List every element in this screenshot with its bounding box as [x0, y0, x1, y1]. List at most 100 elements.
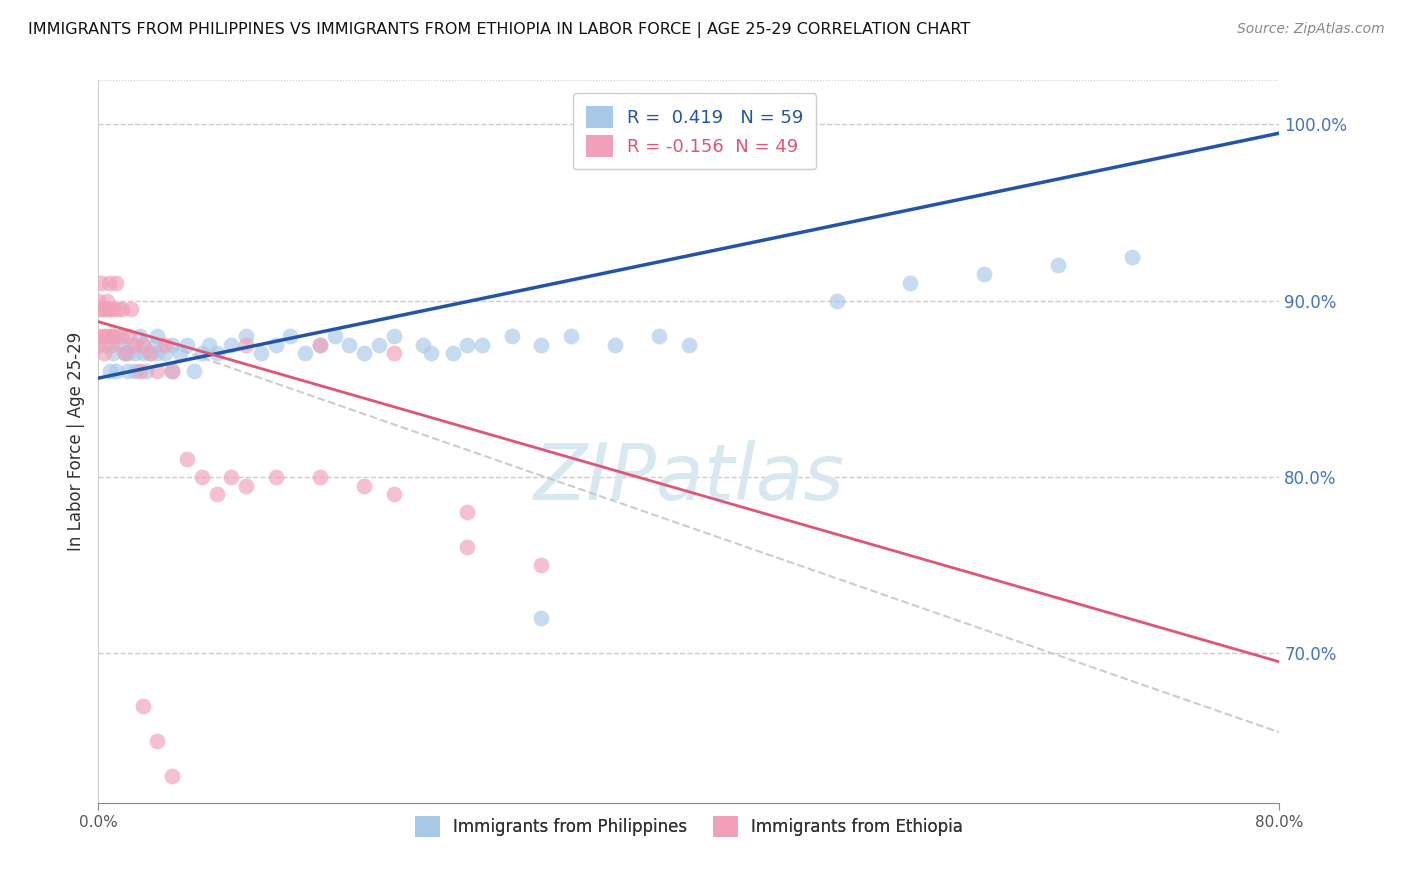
Point: [264, 470, 287, 484]
Point: [132, 337, 155, 351]
Point: [98, 364, 121, 378]
Point: [146, 364, 169, 378]
Point: [143, 337, 166, 351]
Point: [162, 337, 183, 351]
Point: [120, 302, 142, 317]
Point: [87, 328, 110, 343]
Point: [162, 364, 183, 378]
Point: [900, 276, 922, 290]
Text: ZIPatlas: ZIPatlas: [533, 440, 845, 516]
Point: [162, 769, 183, 783]
Point: [198, 337, 221, 351]
Point: [100, 337, 122, 351]
Point: [353, 346, 375, 360]
Point: [117, 328, 139, 343]
Point: [648, 328, 671, 343]
Point: [368, 337, 391, 351]
Y-axis label: In Labor Force | Age 25-29: In Labor Force | Age 25-29: [66, 332, 84, 551]
Point: [110, 328, 132, 343]
Point: [162, 364, 183, 378]
Point: [191, 470, 214, 484]
Point: [94, 302, 117, 317]
Point: [94, 337, 117, 351]
Point: [114, 346, 136, 360]
Point: [132, 698, 155, 713]
Text: IMMIGRANTS FROM PHILIPPINES VS IMMIGRANTS FROM ETHIOPIA IN LABOR FORCE | AGE 25-: IMMIGRANTS FROM PHILIPPINES VS IMMIGRANT…: [28, 22, 970, 38]
Point: [94, 328, 117, 343]
Point: [973, 267, 995, 281]
Point: [825, 293, 848, 308]
Point: [90, 302, 112, 317]
Point: [128, 328, 150, 343]
Point: [103, 328, 125, 343]
Point: [146, 734, 169, 748]
Point: [382, 328, 405, 343]
Point: [103, 302, 125, 317]
Point: [176, 452, 198, 467]
Point: [294, 346, 316, 360]
Point: [309, 470, 332, 484]
Point: [93, 346, 115, 360]
Point: [205, 346, 228, 360]
Point: [605, 337, 627, 351]
Point: [132, 337, 155, 351]
Point: [139, 346, 162, 360]
Point: [146, 328, 169, 343]
Point: [235, 337, 257, 351]
Point: [111, 302, 134, 317]
Legend: Immigrants from Philippines, Immigrants from Ethiopia: Immigrants from Philippines, Immigrants …: [406, 808, 972, 845]
Point: [96, 293, 118, 308]
Point: [457, 505, 479, 519]
Point: [250, 346, 273, 360]
Point: [221, 337, 243, 351]
Point: [309, 337, 332, 351]
Point: [128, 364, 150, 378]
Point: [105, 364, 128, 378]
Point: [235, 478, 257, 492]
Point: [457, 541, 479, 555]
Point: [105, 276, 128, 290]
Point: [382, 346, 405, 360]
Point: [91, 302, 114, 317]
Point: [103, 346, 125, 360]
Point: [457, 337, 479, 351]
Point: [98, 328, 121, 343]
Point: [441, 346, 464, 360]
Point: [1046, 258, 1070, 272]
Point: [87, 293, 110, 308]
Point: [382, 487, 405, 501]
Point: [530, 337, 553, 351]
Point: [309, 337, 332, 351]
Point: [97, 276, 120, 290]
Point: [530, 558, 553, 572]
Text: Source: ZipAtlas.com: Source: ZipAtlas.com: [1237, 22, 1385, 37]
Point: [235, 328, 257, 343]
Point: [323, 328, 346, 343]
Point: [110, 328, 132, 343]
Point: [110, 337, 132, 351]
Point: [183, 364, 205, 378]
Point: [339, 337, 361, 351]
Point: [353, 478, 375, 492]
Point: [98, 302, 121, 317]
Point: [124, 346, 146, 360]
Point: [114, 346, 136, 360]
Point: [221, 470, 243, 484]
Point: [146, 346, 169, 360]
Point: [107, 302, 129, 317]
Point: [419, 346, 441, 360]
Point: [117, 364, 139, 378]
Point: [139, 346, 162, 360]
Point: [205, 487, 228, 501]
Point: [153, 337, 176, 351]
Point: [169, 346, 191, 360]
Point: [124, 364, 146, 378]
Point: [135, 364, 157, 378]
Point: [117, 346, 139, 360]
Point: [280, 328, 302, 343]
Point: [412, 337, 434, 351]
Point: [91, 328, 114, 343]
Point: [132, 346, 155, 360]
Point: [471, 337, 494, 351]
Point: [87, 337, 110, 351]
